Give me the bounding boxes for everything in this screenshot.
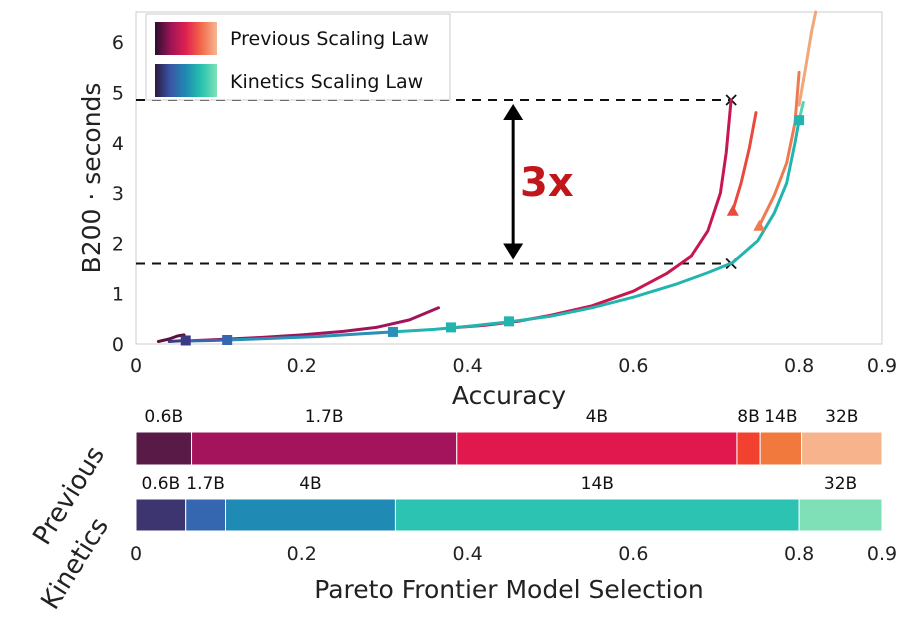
gap-arrow-head-up: [503, 104, 524, 121]
y-tick-label: 1: [112, 284, 124, 306]
x-tick-label: 0.9: [867, 355, 897, 377]
bar-segments: [135, 431, 883, 532]
bottom-x-tick-label: 0.2: [287, 543, 317, 565]
previous-segment-label: 32B: [825, 407, 858, 427]
x-tick-label: 0.8: [784, 355, 814, 377]
square-marker: [794, 115, 805, 126]
square-marker: [445, 322, 456, 333]
kinetics-bar-1.7B: [185, 498, 227, 532]
square-marker: [504, 316, 514, 327]
plot-frame: [135, 11, 883, 345]
kinetics-segment-label: 14B: [581, 474, 614, 494]
previous-line-14B: [757, 70, 801, 228]
top-x-ticks: 0 0.2 0.4 0.6 0.8 0.9: [130, 355, 897, 377]
series-markers: [180, 115, 805, 346]
bottom-x-ticks: 0 0.2 0.4 0.6 0.8 0.9: [130, 543, 897, 565]
previous-segment-label: 0.6B: [144, 407, 183, 427]
y-tick-label: 2: [112, 233, 124, 255]
square-marker: [222, 334, 233, 345]
previous-bar-0.6B: [135, 431, 193, 466]
previous-bar-32B: [801, 431, 883, 466]
gap-annotation: 3x: [503, 104, 574, 260]
previous-bar-1.7B: [191, 431, 458, 466]
kinetics-line-1.7B: [184, 338, 229, 343]
x-axis-label: Accuracy: [452, 381, 566, 410]
top-y-ticks: 0 1 2 3 4 5 6: [112, 32, 124, 356]
square-marker: [387, 326, 398, 337]
x-tick-label: 0.6: [618, 355, 648, 377]
previous-segment-label: 8B: [737, 407, 759, 427]
previous-line-8B: [731, 111, 758, 213]
bottom-x-tick-label: 0: [130, 543, 142, 565]
kinetics-segment-label: 1.7B: [186, 474, 225, 494]
legend: Previous Scaling Law Kinetics Scaling La…: [145, 13, 451, 101]
kinetics-line-4B: [225, 330, 395, 342]
legend-label-kinetics: Kinetics Scaling Law: [230, 71, 423, 93]
x-tick-label: 0.4: [452, 355, 482, 377]
square-marker: [180, 335, 191, 346]
previous-bar-4B: [456, 431, 738, 466]
y-axis-label: B200 · seconds: [77, 83, 106, 274]
kinetics-line-14B: [391, 118, 801, 334]
previous-segment-label: 14B: [764, 407, 797, 427]
x-tick-label: 0.2: [287, 355, 317, 377]
kinetics-bar-32B: [798, 498, 883, 532]
previous-bar-14B: [759, 431, 803, 466]
previous-line-0.6B: [156, 333, 186, 343]
previous-bar-8B: [736, 431, 761, 466]
annotation-3x: 3x: [520, 160, 574, 206]
kinetics-bar-0.6B: [135, 498, 187, 532]
kinetics-bar-14B: [394, 498, 800, 532]
kinetics-segment-label: 32B: [824, 474, 857, 494]
reference-lines: [136, 94, 737, 270]
y-tick-label: 4: [112, 133, 124, 155]
y-tick-label: 3: [112, 183, 124, 205]
y-tick-label: 6: [112, 32, 124, 54]
legend-swatch-kinetics: [155, 64, 217, 97]
gap-arrow-head-down: [503, 243, 524, 260]
previous-line-4B: [449, 98, 733, 330]
bottom-x-tick-label: 0.4: [452, 543, 482, 565]
series-lines: [156, 10, 818, 343]
y-tick-label: 0: [112, 334, 124, 356]
legend-swatch-previous: [155, 22, 217, 55]
x-tick-label: 0: [130, 355, 142, 377]
bottom-x-tick-label: 0.8: [784, 543, 814, 565]
previous-line-32B: [797, 10, 818, 107]
triangle-marker: [753, 219, 766, 231]
triangle-marker: [726, 204, 739, 216]
legend-label-previous: Previous Scaling Law: [230, 28, 429, 50]
kinetics-segment-label: 0.6B: [142, 474, 181, 494]
y-tick-label: 5: [112, 82, 124, 104]
kinetics-segment-label: 4B: [299, 474, 321, 494]
kinetics-bar-4B: [225, 498, 396, 532]
previous-segment-label: 1.7B: [305, 407, 344, 427]
scaling-law-chart: 3x 0 0.2 0.4 0.6 0.8 0.9 0 1 2 3 4 5 6 Accuracy B20…: [77, 10, 897, 410]
bottom-x-tick-label: 0.9: [867, 543, 897, 565]
bottom-x-tick-label: 0.6: [618, 543, 648, 565]
previous-segment-label: 4B: [586, 407, 608, 427]
bottom-x-axis-label: Pareto Frontier Model Selection: [314, 575, 703, 604]
